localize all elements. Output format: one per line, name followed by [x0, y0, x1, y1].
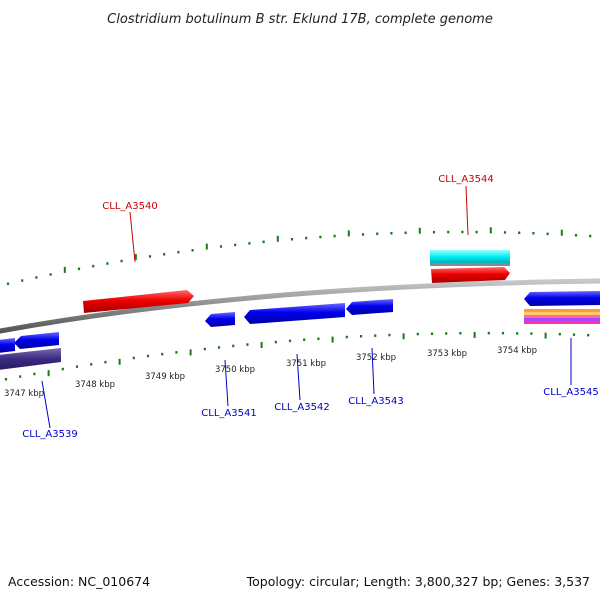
label-cll-a3540[interactable]: CLL_A3540	[102, 201, 157, 212]
leader-cll-a3543	[371, 347, 375, 395]
label-cll-a3542[interactable]: CLL_A3542	[274, 402, 329, 413]
scale-label-3753: 3753 kbp	[427, 349, 467, 359]
scale-label-3747: 3747 kbp	[4, 389, 44, 399]
scale-label-3754: 3754 kbp	[497, 346, 537, 356]
gene-cll-a3541[interactable]	[205, 312, 235, 327]
gene-cll-a3542[interactable]	[244, 303, 345, 324]
map-title: Clostridium botulinum B str. Eklund 17B,…	[107, 12, 493, 27]
forward-tick-ring	[6, 227, 592, 285]
label-cll-a3543[interactable]: CLL_A3543	[348, 396, 403, 407]
gene-cll-a3544[interactable]	[431, 267, 510, 283]
leader-cll-a3539	[41, 380, 51, 429]
gene-cll-a3543[interactable]	[346, 299, 393, 315]
scale-label-3748: 3748 kbp	[75, 380, 115, 390]
genome-summary: Topology: circular; Length: 3,800,327 bp…	[246, 574, 590, 589]
genome-backbone	[0, 278, 600, 334]
leader-cll-a3544	[465, 185, 469, 236]
leader-cll-a3542	[296, 353, 301, 401]
leader-cll-a3541	[224, 359, 229, 407]
gene-cll-a3539[interactable]	[14, 332, 59, 349]
gene-cll-a3544-rna-shadow	[430, 263, 510, 266]
gene-left-edge[interactable]	[0, 338, 15, 353]
scale-label-3751: 3751 kbp	[286, 359, 326, 369]
scale-label-3750: 3750 kbp	[215, 365, 255, 375]
gene-cll-a3545[interactable]	[524, 291, 600, 306]
gene-cll-a3539-rna[interactable]	[0, 348, 61, 370]
leader-cll-a3540	[129, 211, 136, 263]
gene-cll-a3540[interactable]	[83, 290, 194, 313]
gene-cll-a3544-rna[interactable]	[430, 250, 510, 263]
reverse-tick-ring	[4, 331, 590, 381]
accession-label: Accession: NC_010674	[8, 574, 150, 589]
scale-label-3749: 3749 kbp	[145, 372, 185, 382]
label-cll-a3541[interactable]: CLL_A3541	[201, 408, 256, 419]
label-cll-a3544[interactable]: CLL_A3544	[438, 174, 493, 185]
scale-label-3752: 3752 kbp	[356, 353, 396, 363]
gene-cll-a3545-stack[interactable]	[524, 309, 600, 324]
label-cll-a3545[interactable]: CLL_A3545	[543, 387, 598, 398]
label-cll-a3539[interactable]: CLL_A3539	[22, 429, 77, 440]
